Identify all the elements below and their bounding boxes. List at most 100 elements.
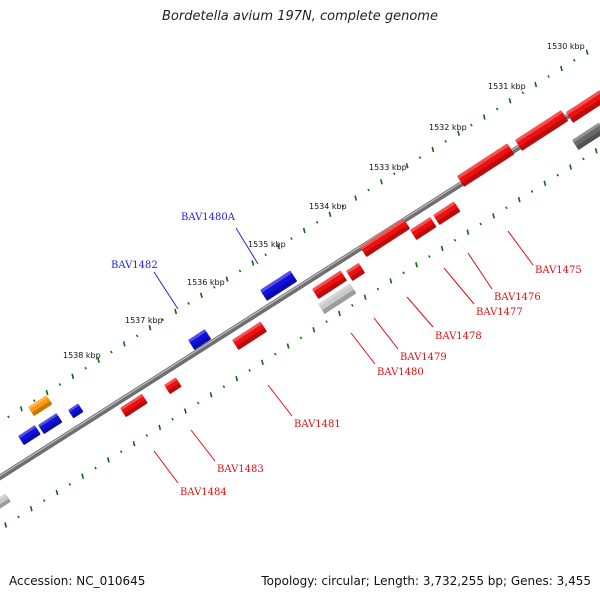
scale-tick <box>58 383 62 386</box>
scale-tick <box>148 325 152 331</box>
gene-label-bav1480a[interactable]: BAV1480A <box>181 212 236 223</box>
scale-tick <box>505 206 508 210</box>
gene-shade <box>41 418 63 435</box>
scale-tick <box>135 334 139 338</box>
gene-highlight <box>457 143 510 179</box>
gene-label-bav1483[interactable]: BAV1483 <box>217 464 264 475</box>
gene-block-other[interactable] <box>572 122 600 151</box>
gene-highlight <box>410 216 432 233</box>
gene-block-rna[interactable] <box>28 395 53 417</box>
scale-tick <box>405 162 409 169</box>
gene-block-forward[interactable] <box>68 403 84 419</box>
scale-tick <box>199 292 203 299</box>
gene-shade <box>519 116 569 151</box>
gene-label-bav1477[interactable]: BAV1477 <box>476 307 523 318</box>
scale-tick <box>68 482 72 486</box>
label-leader-line <box>467 252 493 290</box>
tick-label-1534: 1534 kbp <box>309 202 347 211</box>
gene-label-bav1479[interactable]: BAV1479 <box>400 352 447 363</box>
gene-highlight <box>28 395 48 410</box>
gene-highlight <box>566 90 600 115</box>
gene-labels: BAV1480A BAV1482 BAV1475 BAV1476 BAV1477 BAV1… <box>111 212 582 498</box>
scale-tick <box>84 366 87 370</box>
scale-tick <box>556 173 560 177</box>
gene-block-pseudo[interactable] <box>0 493 11 511</box>
gene-block-reverse[interactable] <box>515 110 569 151</box>
scale-tick <box>4 522 8 528</box>
gene-block-forward[interactable] <box>38 413 63 435</box>
gene-highlight <box>232 321 263 343</box>
gene-block-pseudo[interactable] <box>318 283 357 315</box>
scale-tick <box>312 327 316 333</box>
scale-tick <box>222 385 226 389</box>
gene-block-forward[interactable] <box>18 425 41 446</box>
scale-tick <box>392 172 396 176</box>
scale-tick <box>187 302 190 305</box>
gene-shade <box>123 399 148 418</box>
scale-tick <box>543 180 547 187</box>
label-leader-line <box>267 384 293 417</box>
tick-label-1530: 1530 kbp <box>547 42 585 51</box>
gene-body <box>164 377 182 394</box>
gene-shade <box>437 207 461 226</box>
scale-tick <box>482 114 486 120</box>
gene-label-bav1478[interactable]: BAV1478 <box>435 331 482 342</box>
scale-tick <box>94 466 97 470</box>
scale-tick <box>341 204 345 208</box>
gene-label-bav1482[interactable]: BAV1482 <box>111 260 158 271</box>
gene-block-reverse[interactable] <box>232 321 268 351</box>
gene-shade <box>364 224 411 258</box>
scale-tick <box>492 213 495 219</box>
gene-block-reverse[interactable] <box>120 393 148 418</box>
gene-block-forward[interactable] <box>260 270 298 301</box>
gene-label-bav1484[interactable]: BAV1484 <box>180 487 227 498</box>
scale-tick <box>351 303 354 307</box>
gene-block-reverse[interactable] <box>410 216 437 241</box>
gene-shade <box>576 128 600 151</box>
gene-highlight <box>360 218 406 250</box>
scale-tick <box>299 336 303 340</box>
scale-tick <box>338 310 341 317</box>
gene-body <box>346 263 365 281</box>
gene-block-reverse[interactable] <box>433 201 461 226</box>
scale-tick <box>251 260 255 266</box>
scale-tick <box>582 157 585 161</box>
gene-block-reverse[interactable] <box>312 270 348 300</box>
gene-highlight <box>260 270 292 293</box>
scale-tick <box>235 375 239 382</box>
gene-block-reverse[interactable] <box>164 377 182 395</box>
gene-block-reverse[interactable] <box>566 90 600 123</box>
gene-block-reverse[interactable] <box>457 143 515 187</box>
label-leader-line <box>153 450 179 484</box>
gene-label-bav1480[interactable]: BAV1480 <box>377 367 424 378</box>
gene-shade <box>322 289 357 315</box>
scale-tick <box>302 227 306 234</box>
gene-shade <box>0 498 11 511</box>
scale-tick <box>238 269 242 273</box>
scale-tick <box>273 352 277 356</box>
gene-highlight <box>0 493 7 505</box>
scale-tick <box>264 253 267 257</box>
scale-tick <box>521 91 525 95</box>
gene-block-reverse[interactable] <box>360 218 411 258</box>
gene-shade <box>31 400 53 417</box>
scale-tick <box>495 107 499 111</box>
scale-tick <box>530 190 534 193</box>
scale-tick <box>32 399 36 403</box>
scale-tick <box>354 195 358 201</box>
gene-label-bav1481[interactable]: BAV1481 <box>294 419 341 430</box>
gene-highlight <box>120 393 144 411</box>
gene-label-bav1475[interactable]: BAV1475 <box>535 265 582 276</box>
gene-block-reverse[interactable] <box>346 262 366 282</box>
gene-block-forward[interactable] <box>188 329 212 351</box>
scale-tick <box>225 276 229 282</box>
gene-shade <box>21 430 41 446</box>
tick-label-1536: 1536 kbp <box>187 278 225 287</box>
scale-tick <box>517 196 521 203</box>
gene-label-bav1476[interactable]: BAV1476 <box>494 292 541 303</box>
scale-tick <box>277 244 280 250</box>
accession-text: Accession: NC_010645 <box>9 574 146 588</box>
gene-body <box>188 329 211 350</box>
